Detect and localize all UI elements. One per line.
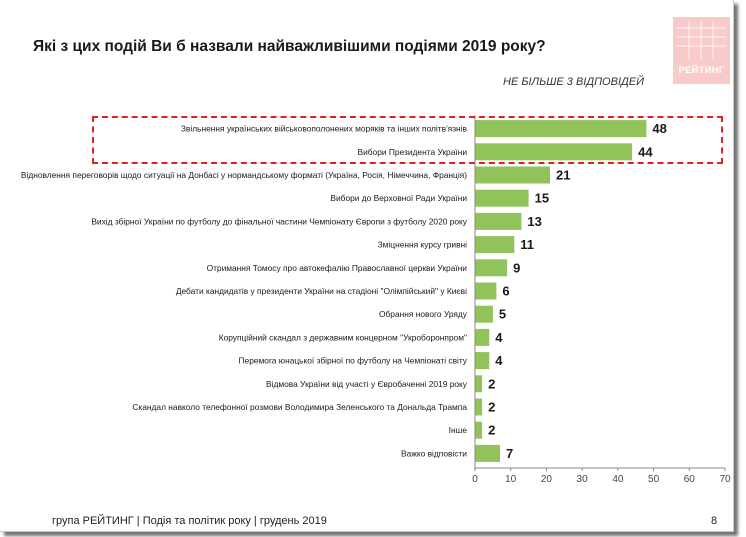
bar-value-label: 4 [495,330,503,345]
max-answers-note: НЕ БІЛЬШЕ 3 ВІДПОВІДЕЙ [503,76,644,88]
bar-value-label: 2 [488,400,495,415]
bar-value-label: 2 [488,376,495,391]
bar [475,282,497,300]
bar [475,375,483,393]
page-number: 8 [711,515,718,527]
bar-chart: 48 Звільнення українських військовополоне… [21,115,731,485]
bar-value-label: 2 [488,423,495,438]
x-tick-label: 20 [541,474,553,485]
page-title: Які з цих подій Ви б назвали найважливіш… [33,38,546,55]
category-label: Інше [449,425,468,435]
bar [475,305,493,323]
bar [475,328,490,346]
slide-frame: Які з цих подій Ви б назвали найважливіш… [0,0,734,532]
x-tick-label: 0 [472,474,478,485]
bar-value-label: 15 [535,191,549,206]
highlight-top-two-box [92,116,723,164]
category-label: Перемога юнацької збірної по футболу на … [239,356,468,366]
rating-logo: РЕЙТИНГ [673,17,730,84]
category-label: Важко відповісти [401,448,467,458]
bar-value-label: 7 [506,446,513,461]
category-label: Відновлення переговорів щодо ситуації на… [21,170,467,180]
bar-value-label: 48 [652,121,666,136]
bar [475,120,647,138]
category-label: Обрання нового Уряду [379,309,468,319]
bar [475,236,515,254]
category-label: Дебати кандидатів у президенти України н… [176,286,467,296]
x-tick-label: 40 [612,474,624,485]
x-tick-label: 60 [684,474,696,485]
category-label: Отримання Томосу про автокефалію Правосл… [207,263,468,273]
bar-value-label: 21 [556,168,570,183]
bar-value-label: 44 [638,144,653,159]
bar [475,352,490,370]
bar [475,421,483,439]
category-label: Корупційний скандал з державним концерно… [219,332,467,342]
category-label: Скандал навколо телефонної розмови Волод… [132,402,467,412]
x-tick-label: 70 [719,474,731,485]
category-label: Зміцнення курсу гривні [378,240,468,250]
x-tick-label: 10 [505,474,517,485]
bar [475,398,483,416]
bar-value-label: 5 [499,307,506,322]
x-tick-label: 30 [577,474,589,485]
bar [475,212,522,230]
bar [475,166,550,184]
logo-text: РЕЙТИНГ [678,65,725,76]
category-label: Вибори Президента України [358,147,468,157]
bar-value-label: 11 [520,237,534,252]
bar-value-label: 6 [502,284,509,299]
bar [475,189,529,207]
category-label: Відмова України від участі у Євробаченні… [266,379,468,389]
bar-value-label: 13 [527,214,541,229]
category-label: Вибори до Верховної Ради України [330,193,467,203]
x-tick-label: 50 [648,474,660,485]
category-label: Вихід збірної України по футболу до фіна… [91,216,467,226]
bar-value-label: 4 [495,353,503,368]
logo-grid-icon [677,21,726,59]
bar [475,143,633,161]
bar-value-label: 9 [513,260,520,275]
bar [475,259,508,277]
bar [475,444,500,462]
footer-text: група РЕЙТИНГ | Подія та політик року | … [52,515,327,527]
category-label: Звільнення українських військовополонени… [181,124,468,134]
